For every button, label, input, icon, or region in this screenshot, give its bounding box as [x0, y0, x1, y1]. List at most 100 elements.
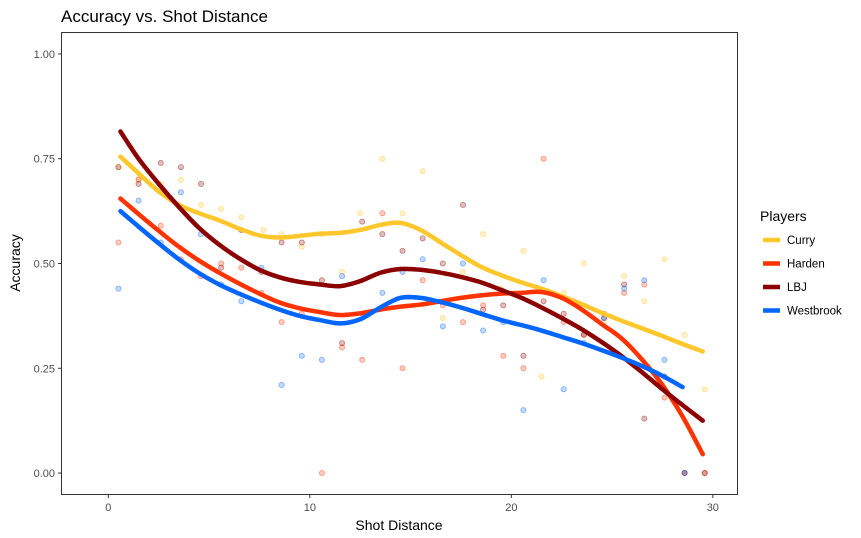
data-point-curry — [177, 176, 184, 183]
data-point-curry — [580, 260, 587, 267]
data-point-curry — [480, 231, 487, 238]
smooth-line-lbj — [118, 129, 705, 423]
data-point-curry — [198, 201, 205, 208]
legend: Players Curry Harden LBJ Westbrook — [760, 208, 842, 318]
data-point-lbj — [177, 164, 184, 171]
smooth-line-curry — [118, 154, 705, 354]
data-point-lbj — [439, 260, 446, 267]
data-point-lbj — [339, 340, 346, 347]
data-point-curry — [298, 243, 305, 250]
data-point-lbj — [480, 306, 487, 313]
data-point-westbrook — [278, 382, 285, 389]
data-point-westbrook — [339, 273, 346, 280]
data-point-harden — [399, 365, 406, 372]
plot-panel — [61, 32, 738, 495]
data-point-curry — [439, 314, 446, 321]
x-axis-title: Shot Distance — [355, 517, 442, 533]
data-point-westbrook — [135, 197, 142, 204]
data-point-harden — [621, 289, 628, 296]
data-point-lbj — [560, 310, 567, 317]
legend-title: Players — [760, 208, 807, 224]
y-tick-label: 0.25 — [34, 363, 55, 375]
data-point-harden — [459, 319, 466, 326]
data-point-harden — [218, 260, 225, 267]
y-tick-label: 0.50 — [34, 259, 55, 271]
data-point-curry — [379, 155, 386, 162]
data-point-westbrook — [439, 323, 446, 330]
x-tick-label: 10 — [304, 502, 316, 514]
data-point-westbrook — [318, 356, 325, 363]
x-axis: 0 10 20 30 — [105, 494, 719, 514]
data-point-curry — [661, 256, 668, 263]
data-point-curry — [681, 331, 688, 338]
data-point-lbj — [278, 239, 285, 246]
data-point-harden — [681, 470, 688, 477]
y-tick-label: 0.00 — [34, 468, 55, 480]
data-point-curry — [135, 176, 142, 183]
data-point-lbj — [540, 298, 547, 305]
data-point-westbrook — [641, 277, 648, 284]
scatter-points — [115, 155, 708, 477]
data-point-harden — [520, 365, 527, 372]
data-point-harden — [318, 470, 325, 477]
x-tick-label: 0 — [105, 502, 111, 514]
chart-title: Accuracy vs. Shot Distance — [61, 7, 268, 26]
data-point-lbj — [399, 247, 406, 254]
data-point-harden — [701, 470, 708, 477]
data-point-lbj — [520, 352, 527, 359]
data-point-lbj — [157, 159, 164, 166]
data-point-curry — [399, 210, 406, 217]
data-point-curry — [701, 386, 708, 393]
data-point-lbj — [115, 164, 122, 171]
y-tick-label: 0.75 — [34, 154, 55, 166]
data-point-lbj — [359, 218, 366, 225]
data-point-curry — [260, 226, 267, 233]
data-point-lbj — [218, 264, 225, 271]
data-point-lbj — [500, 302, 507, 309]
data-point-harden — [115, 239, 122, 246]
data-point-lbj — [681, 470, 688, 477]
legend-label-curry: Curry — [787, 235, 815, 247]
data-point-lbj — [198, 180, 205, 187]
data-point-westbrook — [520, 407, 527, 414]
data-point-westbrook — [661, 356, 668, 363]
data-point-curry — [339, 268, 346, 275]
smooth-line-westbrook — [118, 208, 685, 390]
data-point-harden — [379, 210, 386, 217]
data-point-harden — [641, 281, 648, 288]
data-point-westbrook — [459, 260, 466, 267]
x-tick-label: 30 — [707, 502, 719, 514]
data-point-westbrook — [177, 189, 184, 196]
data-point-curry — [538, 373, 545, 380]
data-point-lbj — [641, 415, 648, 422]
x-tick-label: 20 — [505, 502, 517, 514]
data-point-westbrook — [621, 285, 628, 292]
data-point-westbrook — [379, 289, 386, 296]
legend-items: Curry Harden LBJ Westbrook — [763, 235, 842, 318]
data-point-curry — [115, 164, 122, 171]
data-point-harden — [480, 302, 487, 309]
data-point-lbj — [135, 180, 142, 187]
data-point-curry — [419, 168, 426, 175]
smooth-lines — [118, 129, 705, 457]
data-point-harden — [500, 352, 507, 359]
data-point-lbj — [318, 277, 325, 284]
data-point-lbj — [459, 201, 466, 208]
data-point-harden — [135, 176, 142, 183]
data-point-curry — [238, 214, 245, 221]
data-point-curry — [520, 247, 527, 254]
data-point-westbrook — [540, 277, 547, 284]
data-point-lbj — [298, 239, 305, 246]
data-point-lbj — [379, 231, 386, 238]
y-axis-title: Accuracy — [7, 234, 23, 292]
data-point-harden — [540, 155, 547, 162]
data-point-lbj — [621, 281, 628, 288]
data-point-westbrook — [681, 470, 688, 477]
data-point-lbj — [419, 235, 426, 242]
data-point-westbrook — [115, 285, 122, 292]
data-point-westbrook — [419, 256, 426, 263]
data-point-curry — [357, 210, 364, 217]
data-point-harden — [359, 356, 366, 363]
